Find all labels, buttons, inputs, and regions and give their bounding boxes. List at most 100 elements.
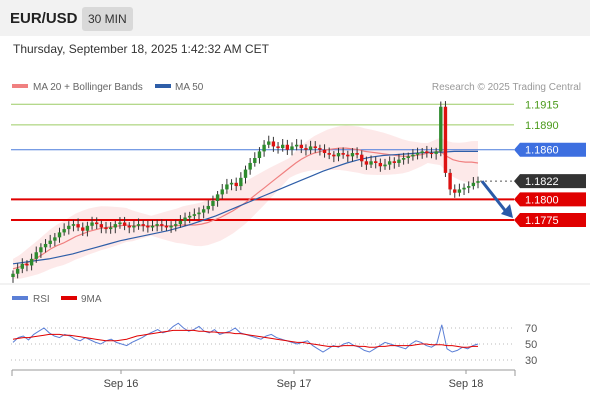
rsi-ma-line <box>12 329 478 348</box>
candle-body <box>215 194 220 201</box>
level-tag-1.1860 <box>514 142 586 157</box>
candle-body <box>322 149 327 154</box>
rsi-legend-swatch <box>12 296 28 300</box>
candle-body <box>374 161 378 163</box>
candle-body <box>271 141 276 147</box>
candle-body <box>378 162 383 167</box>
candle-body <box>327 153 331 155</box>
candle-body <box>211 200 215 206</box>
level-label: 1.1915 <box>525 99 559 111</box>
candle-body <box>257 151 262 158</box>
legend-swatch-ma50 <box>155 84 171 88</box>
rsi-tick-label: 50 <box>525 339 537 351</box>
candle-body <box>415 153 420 155</box>
candle-body <box>220 189 224 195</box>
candle-body <box>411 154 415 157</box>
candle-body <box>20 263 24 269</box>
candle-body <box>308 146 313 150</box>
rsi-tick-label: 70 <box>525 323 537 335</box>
level-tag-1.1775 <box>514 213 586 227</box>
interval-button[interactable]: 30 MIN <box>82 7 133 31</box>
candle-body <box>299 144 303 149</box>
candle-body <box>336 153 341 157</box>
price-levels: 1.1915 1.1890 1.1860 1.1822 1.1800 1.1775 <box>11 99 586 227</box>
candle-body <box>81 227 85 231</box>
candle-body <box>197 212 201 215</box>
candle-body <box>285 144 290 150</box>
candle-body <box>364 161 369 165</box>
legend-swatch-ma20 <box>12 84 28 88</box>
rsi-ma-legend-swatch <box>61 296 77 300</box>
timestamp: Thursday, September 18, 2025 1:42:32 AM … <box>13 42 270 56</box>
candle-body <box>188 215 192 218</box>
x-tick-label: Sep 16 <box>104 378 139 390</box>
candle-body <box>420 151 424 154</box>
candle-body <box>276 146 280 149</box>
candle-body <box>95 222 99 225</box>
candle-body <box>141 224 145 226</box>
candle-body <box>253 158 257 163</box>
candle-body <box>118 222 122 225</box>
candle-body <box>164 225 169 228</box>
candle-body <box>262 144 266 152</box>
candle-body <box>443 106 448 173</box>
rsi-pane: 70 50 30 <box>11 322 537 367</box>
candle-body <box>387 161 392 165</box>
candle-body <box>341 153 345 155</box>
candle-body <box>90 222 94 226</box>
candle-body <box>434 151 438 154</box>
candle-body <box>355 153 359 155</box>
arrow-head <box>501 204 513 218</box>
candle-body <box>304 148 308 150</box>
candle-body <box>48 240 52 244</box>
candle-body <box>239 177 243 187</box>
candle-body <box>248 162 252 170</box>
candle-body <box>136 224 141 226</box>
candle-body <box>397 159 401 163</box>
candle-body <box>62 229 66 233</box>
candle-body <box>192 214 197 216</box>
credit: Research © 2025 Trading Central <box>432 82 581 93</box>
candle-body <box>169 225 173 228</box>
level-tag-1.1800 <box>514 192 586 207</box>
level-tag-1.1822 <box>514 174 586 189</box>
candle-body <box>453 189 457 193</box>
candle-body <box>462 187 466 190</box>
candle-body <box>290 146 294 150</box>
rsi-legend-label: RSI <box>33 294 50 305</box>
candle-body <box>448 172 452 190</box>
level-label: 1.1890 <box>525 120 559 132</box>
candle-body <box>85 225 90 231</box>
candle-body <box>467 186 471 188</box>
candle-body <box>39 247 43 253</box>
candle-body <box>457 189 462 193</box>
ma20-line <box>12 147 479 270</box>
candle-body <box>383 164 387 167</box>
legend-label-ma20: MA 20 + Bollinger Bands <box>33 82 143 93</box>
candle-body <box>108 227 113 230</box>
forecast-arrow <box>480 180 513 218</box>
candle-body <box>267 141 271 145</box>
moving-averages <box>12 147 479 270</box>
candle-body <box>318 148 322 150</box>
candle-body <box>206 205 210 210</box>
candle-body <box>281 144 285 149</box>
candle-body <box>234 182 238 187</box>
candle-body <box>71 224 76 226</box>
candle-body <box>53 237 57 241</box>
candle-body <box>155 224 159 226</box>
candle-body <box>225 184 229 190</box>
rsi-tick-label: 30 <box>525 355 537 367</box>
candle-body <box>146 225 150 228</box>
candle-body <box>178 220 183 225</box>
level-label: 1.1800 <box>525 194 559 206</box>
level-label: 1.1822 <box>525 176 559 188</box>
candle-body <box>392 161 396 163</box>
candle-body <box>122 222 127 226</box>
candle-body <box>350 153 355 157</box>
candle-body <box>406 156 410 158</box>
candle-body <box>294 144 299 147</box>
candle-body <box>346 154 350 157</box>
candle-body <box>11 273 15 278</box>
